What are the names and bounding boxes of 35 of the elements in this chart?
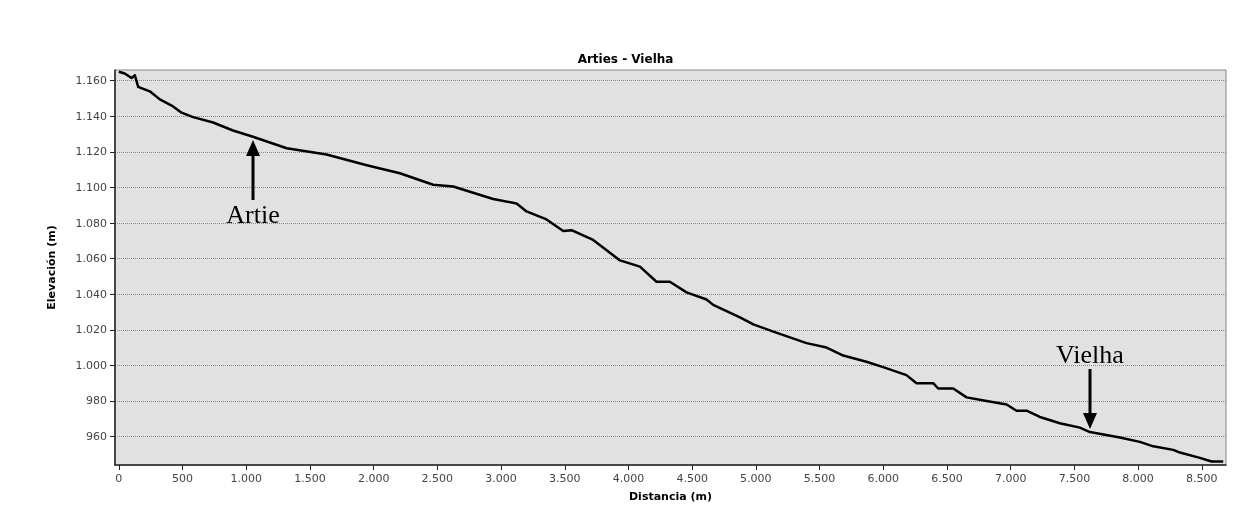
x-tick-label: 2.000 <box>357 472 390 485</box>
x-tick-label: 6.000 <box>867 472 900 485</box>
y-tick-label: 1.000 <box>75 358 107 372</box>
y-axis-title: Elevación (m) <box>45 225 58 310</box>
y-tick-label: 1.040 <box>75 287 107 301</box>
x-tick-label: 8.000 <box>1122 472 1154 485</box>
annotation: Vielha <box>1056 339 1125 369</box>
chart-title: Arties - Vielha <box>577 52 674 66</box>
x-tick-label: 6.500 <box>931 472 963 485</box>
x-axis-title: Distancia (m) <box>628 490 713 503</box>
y-tick-label: 960 <box>86 430 107 444</box>
y-tick-label: 1.080 <box>75 216 107 230</box>
x-tick-label: 7.000 <box>994 472 1027 485</box>
x-tick-label: 0 <box>115 472 123 485</box>
x-tick-label: 5.500 <box>803 472 836 485</box>
y-tick-label: 980 <box>86 394 107 408</box>
x-tick-label: 2.500 <box>421 472 454 485</box>
x-tick-label: 1.500 <box>294 472 326 485</box>
x-tick-label: 4.500 <box>676 472 708 485</box>
x-tick-label: 5.000 <box>740 472 772 485</box>
y-tick-label: 1.160 <box>75 74 107 88</box>
x-tick-label: 3.500 <box>549 472 581 485</box>
y-tick-label: 1.140 <box>75 109 107 123</box>
x-tick-label: 3.000 <box>485 472 517 485</box>
x-tick-label: 4.000 <box>612 472 645 485</box>
y-tick-label: 1.120 <box>75 145 107 159</box>
y-tick-label: 1.060 <box>75 252 107 266</box>
y-tick-label: 1.100 <box>75 180 107 194</box>
x-tick-label: 8.500 <box>1186 472 1218 485</box>
x-tick-label: 500 <box>172 472 194 485</box>
annotation: Artie <box>226 200 280 230</box>
line-series <box>117 70 1225 463</box>
x-tick-label: 1.000 <box>230 472 262 485</box>
x-tick-label: 7.500 <box>1058 472 1091 485</box>
y-tick-label: 1.020 <box>75 323 107 337</box>
